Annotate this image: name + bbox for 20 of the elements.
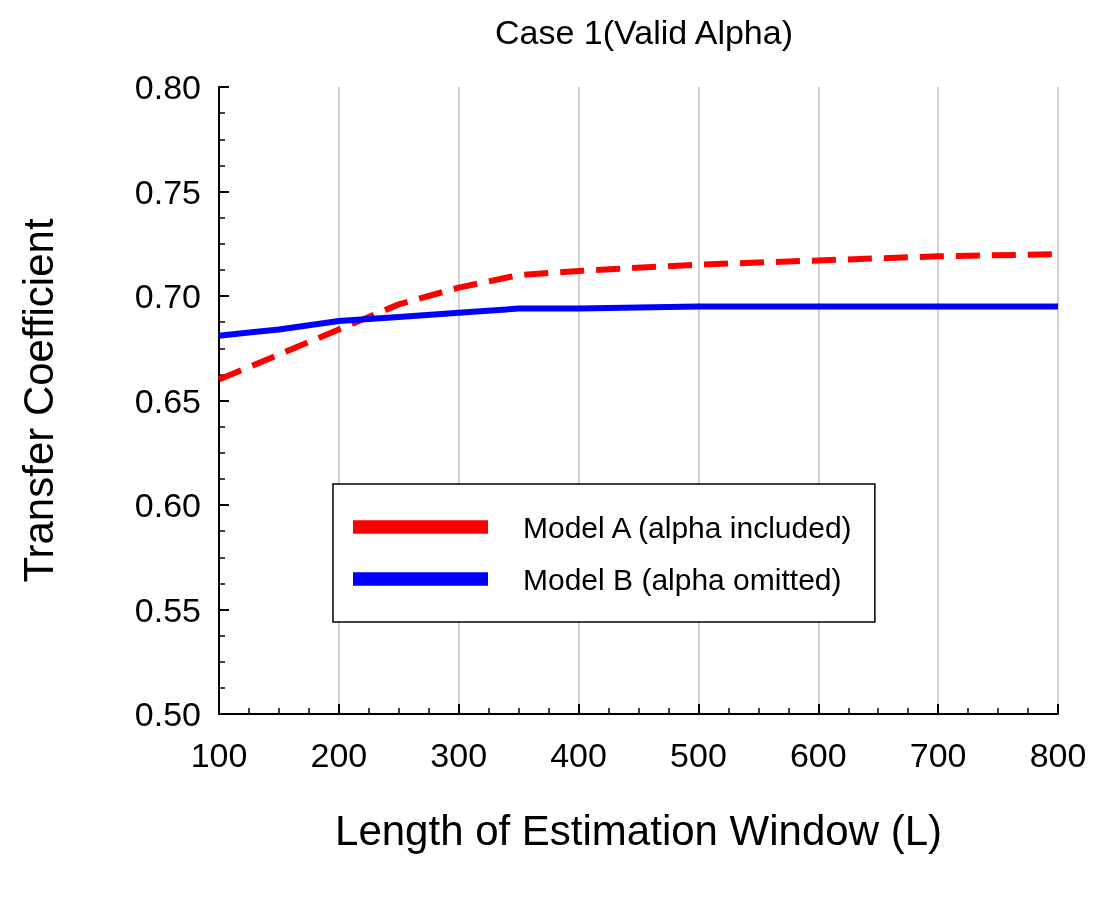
legend-label: Model A (alpha included) <box>523 510 852 544</box>
y-tick-label: 0.75 <box>134 172 201 211</box>
y-tick-label: 0.70 <box>134 277 201 315</box>
y-tick-label: 0.80 <box>134 68 201 106</box>
y-tick-label: 0.55 <box>134 590 201 629</box>
x-tick-label: 100 <box>190 736 248 774</box>
x-tick-label: 400 <box>550 736 607 774</box>
y-tick-label: 0.60 <box>134 486 201 524</box>
y-tick-label: 0.65 <box>134 381 201 420</box>
x-tick-label: 600 <box>789 736 847 774</box>
x-tick-label: 200 <box>310 736 368 774</box>
x-axis-title: Length of Estimation Window (L) <box>335 806 942 854</box>
chart-title: Case 1(Valid Alpha) <box>495 13 793 51</box>
y-tick-label: 0.50 <box>134 695 201 733</box>
x-tick-label: 700 <box>909 736 967 774</box>
y-axis-title: Transfer Coefficient <box>14 218 62 583</box>
x-tick-label: 300 <box>430 736 488 774</box>
x-tick-label: 500 <box>670 736 727 774</box>
x-tick-label: 800 <box>1029 736 1087 774</box>
legend-label: Model B (alpha omitted) <box>523 562 842 596</box>
